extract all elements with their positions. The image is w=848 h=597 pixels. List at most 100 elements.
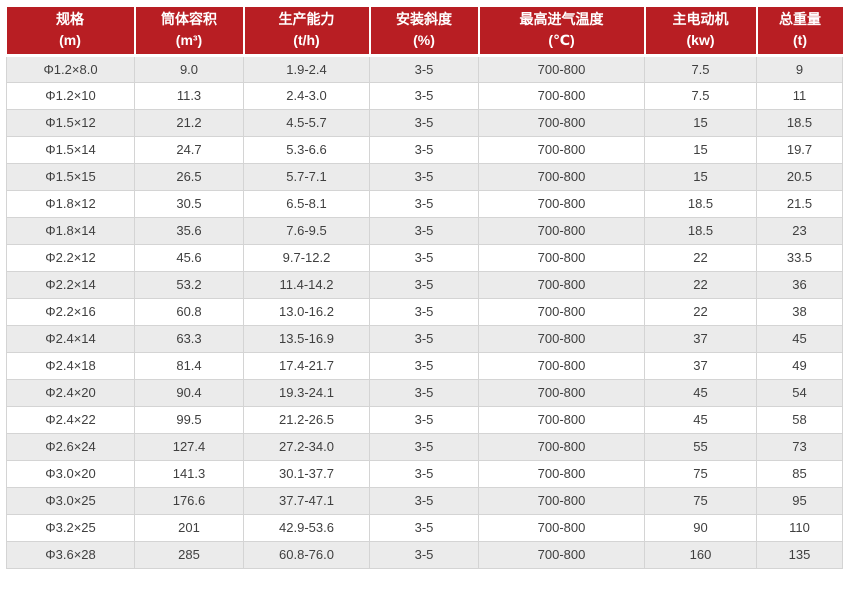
table-cell: 60.8-76.0 <box>243 540 370 569</box>
table-cell: 4.5-5.7 <box>243 108 370 137</box>
table-cell: 285 <box>134 540 244 569</box>
table-cell: 37 <box>644 351 757 380</box>
table-cell: 3-5 <box>369 297 479 326</box>
table-cell: 700-800 <box>478 513 645 542</box>
table-cell: 24.7 <box>134 135 244 164</box>
table-cell: 3-5 <box>369 189 479 218</box>
header-label: 总重量 <box>779 11 821 28</box>
table-cell: 11.4-14.2 <box>243 270 370 299</box>
table-cell: 75 <box>644 486 757 515</box>
table-row: Φ1.5×14 24.7 5.3-6.6 3-5 700-800 15 19.7 <box>6 135 843 164</box>
table-cell: 95 <box>756 486 843 515</box>
table-cell: 45 <box>644 378 757 407</box>
table-cell: 700-800 <box>478 243 645 272</box>
table-row: Φ1.5×15 26.5 5.7-7.1 3-5 700-800 15 20.5 <box>6 162 843 191</box>
table-cell: Φ3.0×20 <box>6 459 135 488</box>
header-cell-volume: 筒体容积 (m³) <box>134 7 245 57</box>
header-label: 规格 <box>56 11 84 28</box>
table-cell: 21.2 <box>134 108 244 137</box>
table-cell: 49 <box>756 351 843 380</box>
table-cell: 18.5 <box>644 216 757 245</box>
table-cell: 18.5 <box>644 189 757 218</box>
table-cell: Φ3.2×25 <box>6 513 135 542</box>
table-cell: 15 <box>644 162 757 191</box>
table-cell: 3-5 <box>369 513 479 542</box>
table-cell: 7.5 <box>644 54 757 83</box>
table-row: Φ2.4×20 90.4 19.3-24.1 3-5 700-800 45 54 <box>6 378 843 407</box>
table-cell: Φ1.8×12 <box>6 189 135 218</box>
table-cell: 3-5 <box>369 54 479 83</box>
table-cell: 700-800 <box>478 405 645 434</box>
table-cell: 42.9-53.6 <box>243 513 370 542</box>
header-row: 规格 (m) 筒体容积 (m³) 生产能力 (t/h) 安装斜度 (%) 最高进… <box>6 7 843 57</box>
table-cell: 30.5 <box>134 189 244 218</box>
table-cell: 35.6 <box>134 216 244 245</box>
table-cell: Φ1.8×14 <box>6 216 135 245</box>
table-cell: Φ2.4×14 <box>6 324 135 353</box>
table-cell: 700-800 <box>478 297 645 326</box>
table-body: Φ1.2×8.0 9.0 1.9-2.4 3-5 700-800 7.5 9 Φ1.2×10 1… <box>6 54 843 569</box>
table-row: Φ2.2×16 60.8 13.0-16.2 3-5 700-800 22 38 <box>6 297 843 326</box>
spec-table: 规格 (m) 筒体容积 (m³) 生产能力 (t/h) 安装斜度 (%) 最高进… <box>6 7 843 569</box>
table-cell: 3-5 <box>369 216 479 245</box>
table-row: Φ1.8×14 35.6 7.6-9.5 3-5 700-800 18.5 23 <box>6 216 843 245</box>
table-cell: Φ2.4×18 <box>6 351 135 380</box>
table-cell: 30.1-37.7 <box>243 459 370 488</box>
table-cell: 23 <box>756 216 843 245</box>
table-cell: 85 <box>756 459 843 488</box>
table-cell: 700-800 <box>478 135 645 164</box>
table-cell: 9.7-12.2 <box>243 243 370 272</box>
table-cell: 3-5 <box>369 486 479 515</box>
table-cell: Φ2.2×14 <box>6 270 135 299</box>
table-cell: 3-5 <box>369 405 479 434</box>
table-row: Φ2.2×14 53.2 11.4-14.2 3-5 700-800 22 36 <box>6 270 843 299</box>
table-cell: 700-800 <box>478 324 645 353</box>
table-cell: 3-5 <box>369 324 479 353</box>
table-cell: Φ2.2×12 <box>6 243 135 272</box>
table-cell: 700-800 <box>478 432 645 461</box>
table-cell: 19.3-24.1 <box>243 378 370 407</box>
table-row: Φ2.2×12 45.6 9.7-12.2 3-5 700-800 22 33.5 <box>6 243 843 272</box>
table-cell: 7.5 <box>644 81 757 110</box>
table-cell: 90.4 <box>134 378 244 407</box>
table-cell: Φ2.6×24 <box>6 432 135 461</box>
table-row: Φ2.4×18 81.4 17.4-21.7 3-5 700-800 37 49 <box>6 351 843 380</box>
table-cell: 700-800 <box>478 270 645 299</box>
table-row: Φ2.4×14 63.3 13.5-16.9 3-5 700-800 37 45 <box>6 324 843 353</box>
table-cell: 33.5 <box>756 243 843 272</box>
table-cell: 700-800 <box>478 459 645 488</box>
header-label: 主电动机 <box>672 11 729 28</box>
table-cell: 22 <box>644 270 757 299</box>
table-cell: 160 <box>644 540 757 569</box>
table-cell: 6.5-8.1 <box>243 189 370 218</box>
table-row: Φ3.0×20 141.3 30.1-37.7 3-5 700-800 75 85 <box>6 459 843 488</box>
table-cell: 700-800 <box>478 162 645 191</box>
table-cell: 700-800 <box>478 81 645 110</box>
table-row: Φ1.2×8.0 9.0 1.9-2.4 3-5 700-800 7.5 9 <box>6 54 843 83</box>
header-unit: (m³) <box>175 32 203 49</box>
table-cell: 13.5-16.9 <box>243 324 370 353</box>
table-cell: Φ1.5×12 <box>6 108 135 137</box>
table-cell: 60.8 <box>134 297 244 326</box>
table-cell: 13.0-16.2 <box>243 297 370 326</box>
header-unit: (%) <box>413 32 435 49</box>
table-cell: 63.3 <box>134 324 244 353</box>
table-cell: 36 <box>756 270 843 299</box>
table-cell: 3-5 <box>369 243 479 272</box>
header-unit: (℃) <box>548 32 575 49</box>
table-cell: 11 <box>756 81 843 110</box>
header-label: 最高进气温度 <box>519 11 604 28</box>
table-cell: 53.2 <box>134 270 244 299</box>
table-cell: 21.5 <box>756 189 843 218</box>
table-cell: 20.5 <box>756 162 843 191</box>
table-cell: 700-800 <box>478 378 645 407</box>
table-cell: Φ3.0×25 <box>6 486 135 515</box>
table-cell: 700-800 <box>478 108 645 137</box>
table-cell: 2.4-3.0 <box>243 81 370 110</box>
table-cell: 9.0 <box>134 54 244 83</box>
table-cell: 3-5 <box>369 270 479 299</box>
table-cell: 3-5 <box>369 378 479 407</box>
table-cell: 75 <box>644 459 757 488</box>
table-cell: 37 <box>644 324 757 353</box>
